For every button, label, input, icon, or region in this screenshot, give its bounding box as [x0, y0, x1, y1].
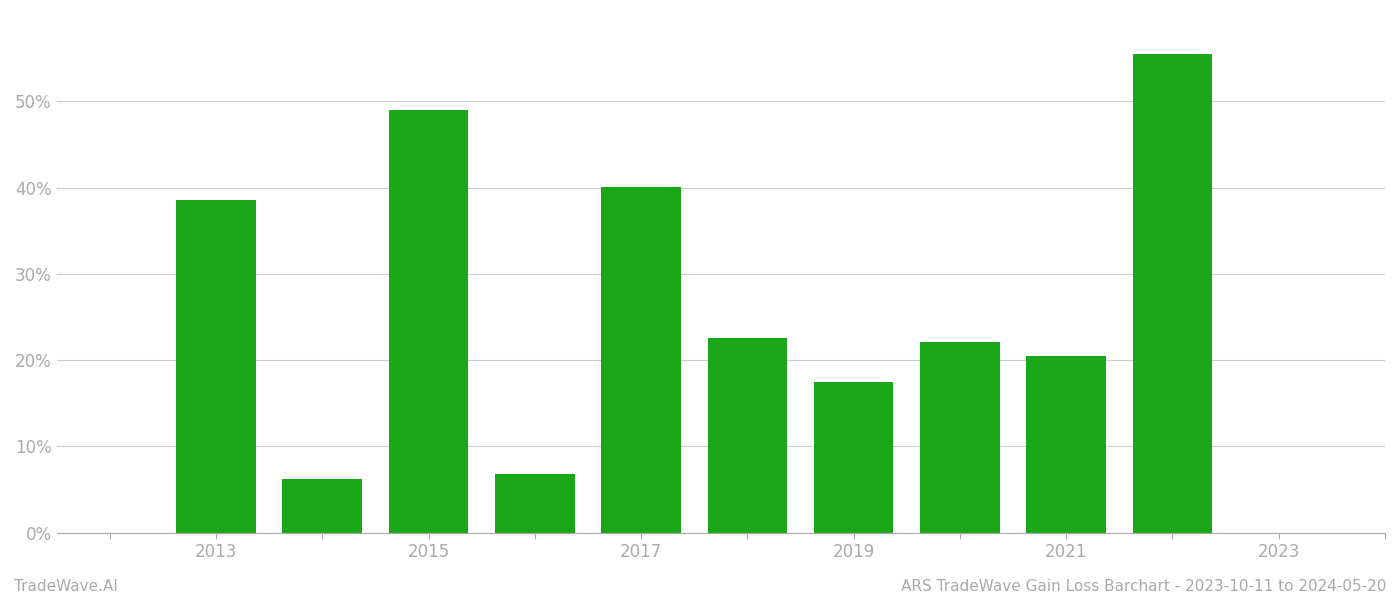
Bar	[1026, 356, 1106, 533]
Bar	[813, 382, 893, 533]
Bar	[389, 110, 469, 533]
Bar	[283, 479, 363, 533]
Bar	[601, 187, 680, 533]
Bar	[496, 474, 574, 533]
Text: ARS TradeWave Gain Loss Barchart - 2023-10-11 to 2024-05-20: ARS TradeWave Gain Loss Barchart - 2023-…	[900, 579, 1386, 594]
Bar	[920, 342, 1000, 533]
Text: TradeWave.AI: TradeWave.AI	[14, 579, 118, 594]
Bar	[1133, 54, 1212, 533]
Bar	[707, 338, 787, 533]
Bar	[176, 200, 256, 533]
